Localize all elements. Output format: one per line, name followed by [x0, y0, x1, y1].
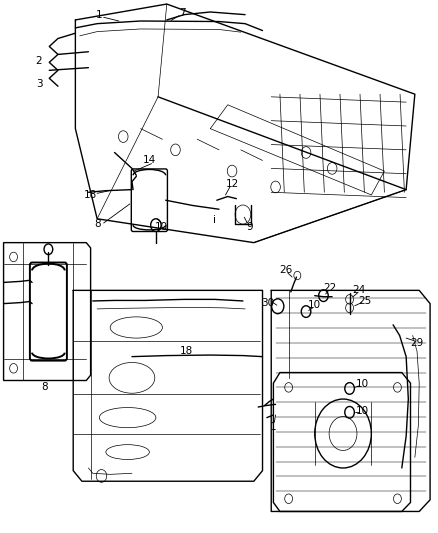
Text: 26: 26 [279, 265, 293, 275]
Text: 22: 22 [323, 282, 337, 293]
Text: 18: 18 [180, 346, 193, 357]
Text: 3: 3 [36, 78, 43, 88]
Text: i: i [213, 215, 216, 225]
Text: 10: 10 [308, 300, 321, 310]
Text: 8: 8 [42, 382, 48, 392]
Text: 8: 8 [94, 219, 100, 229]
Text: 25: 25 [358, 296, 371, 306]
Text: 10: 10 [356, 406, 369, 416]
Text: 18: 18 [84, 190, 97, 200]
Text: 1: 1 [270, 422, 277, 432]
Text: 1: 1 [96, 10, 102, 20]
Text: 14: 14 [143, 156, 156, 165]
Text: 29: 29 [410, 338, 424, 349]
Text: 2: 2 [35, 56, 42, 66]
Text: 9: 9 [246, 222, 253, 232]
Text: 30: 30 [261, 297, 274, 308]
Text: 7: 7 [179, 8, 185, 18]
Text: 10: 10 [356, 379, 369, 389]
Text: 24: 24 [353, 285, 366, 295]
Text: 12: 12 [226, 179, 239, 189]
Text: 10: 10 [155, 222, 168, 232]
